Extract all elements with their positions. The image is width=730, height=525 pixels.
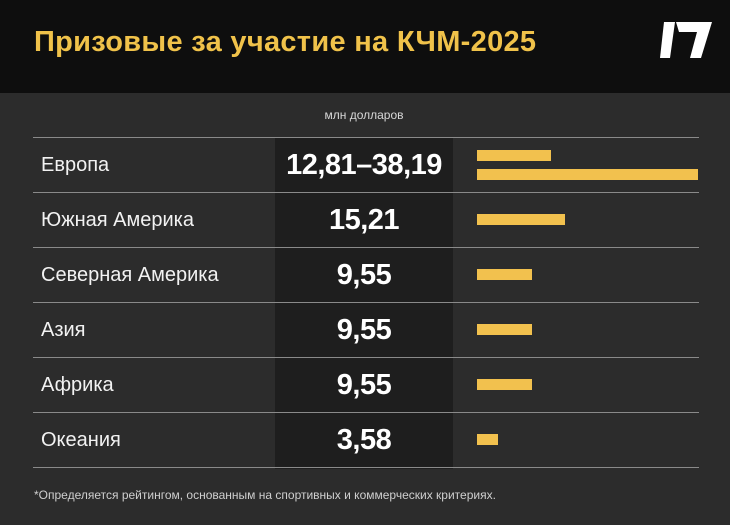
row-label: Северная Америка: [41, 264, 219, 286]
bar: [477, 434, 498, 445]
unit-label: млн долларов: [324, 108, 404, 122]
value-column-background: [275, 137, 453, 469]
footnote: *Определяется рейтингом, основанным на с…: [34, 488, 496, 502]
row-label: Африка: [41, 374, 114, 396]
row-value: 9,55: [336, 369, 392, 401]
row-value: 3,58: [336, 424, 392, 456]
header: Призовые за участие на КЧМ-2025: [0, 0, 730, 93]
row-separator: [33, 192, 699, 193]
bar: [477, 150, 551, 161]
bar: [477, 169, 698, 180]
row-separator: [33, 137, 699, 138]
row-separator: [33, 467, 699, 468]
bar: [477, 379, 532, 390]
page-title: Призовые за участие на КЧМ-2025: [34, 26, 537, 58]
brand-logo-icon: [660, 22, 712, 58]
bar: [477, 324, 532, 335]
row-label: Южная Америка: [41, 209, 194, 231]
row-separator: [33, 357, 699, 358]
row-value: 9,55: [336, 259, 392, 291]
row-value: 12,81–38,19: [286, 149, 442, 181]
row-separator: [33, 302, 699, 303]
row-label: Азия: [41, 319, 86, 341]
row-separator: [33, 412, 699, 413]
row-value: 15,21: [328, 204, 400, 236]
row-label: Европа: [41, 154, 110, 176]
row-label: Океания: [41, 429, 121, 451]
bar: [477, 269, 532, 280]
row-value: 9,55: [336, 314, 392, 346]
row-separator: [33, 247, 699, 248]
bar: [477, 214, 565, 225]
